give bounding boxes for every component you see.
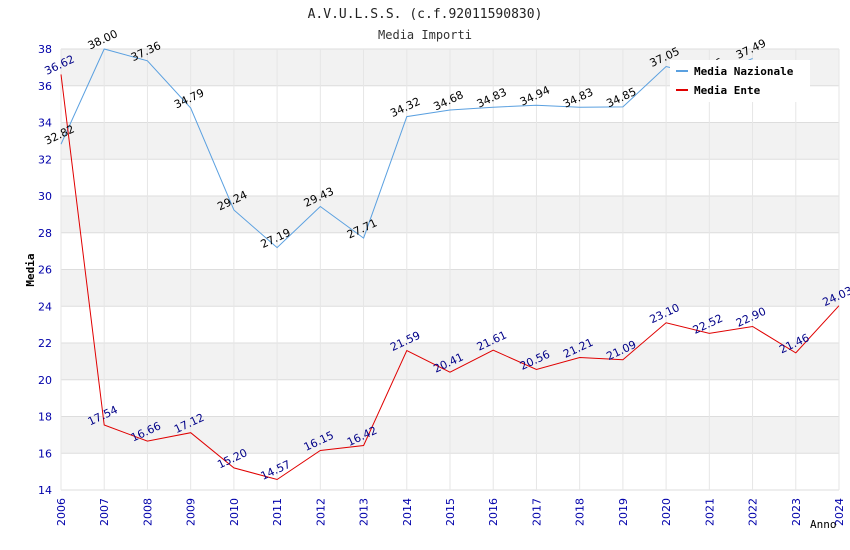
legend-entry: Media Ente [694, 84, 761, 97]
y-tick-label: 26 [38, 264, 52, 277]
y-tick-label: 24 [38, 300, 52, 313]
y-axis-label: Media [24, 253, 37, 286]
chart-title: A.V.U.L.S.S. (c.f.92011590830) [308, 7, 543, 22]
x-tick-label: 2010 [228, 498, 241, 526]
x-tick-label: 2007 [98, 498, 111, 526]
y-tick-label: 34 [38, 117, 52, 130]
legend-box [670, 60, 810, 102]
y-tick-label: 28 [38, 227, 52, 240]
y-tick-label: 16 [38, 447, 52, 460]
series-line-media-nazionale [60, 48, 753, 249]
grid-lines [60, 48, 840, 491]
x-tick-label: 2014 [401, 498, 414, 526]
y-tick-label: 36 [38, 80, 52, 93]
chart-subtitle: Media Importi [378, 28, 472, 42]
x-tick-label: 2008 [141, 498, 154, 526]
x-axis-label: Anno [810, 518, 837, 531]
x-tick-label: 2018 [574, 498, 587, 526]
x-tick-label: 2021 [703, 498, 716, 526]
x-tick-label: 2011 [271, 498, 284, 526]
y-tick-label: 22 [38, 337, 52, 350]
y-tick-label: 14 [38, 484, 52, 497]
y-tick-label: 38 [38, 43, 52, 56]
x-tick-label: 2022 [747, 498, 760, 526]
x-tick-label: 2012 [314, 498, 327, 526]
y-tick-label: 30 [38, 190, 52, 203]
x-axis-ticks: 2006 2007 2008 2009 2010 2011 2012 2013 2014 2015… [55, 498, 846, 526]
series-line-media-ente [60, 74, 840, 481]
y-tick-label: 32 [38, 153, 52, 166]
x-tick-label: 2019 [617, 498, 630, 526]
legend-entry: Media Nazionale [694, 65, 794, 78]
x-tick-label: 2024 [833, 498, 846, 526]
y-axis-ticks: 14 16 18 20 22 24 26 28 30 32 34 36 38 [38, 43, 52, 497]
x-tick-label: 2017 [530, 498, 543, 526]
series-lines [60, 48, 840, 481]
x-tick-label: 2016 [487, 498, 500, 526]
x-tick-label: 2009 [185, 498, 198, 526]
y-tick-label: 20 [38, 374, 52, 387]
x-tick-label: 2013 [358, 498, 371, 526]
x-tick-label: 2015 [444, 498, 457, 526]
x-tick-label: 2020 [660, 498, 673, 526]
y-tick-label: 18 [38, 411, 52, 424]
x-tick-label: 2023 [790, 498, 803, 526]
legend: Media Nazionale Media Ente [670, 60, 810, 102]
x-tick-label: 2006 [55, 498, 68, 526]
